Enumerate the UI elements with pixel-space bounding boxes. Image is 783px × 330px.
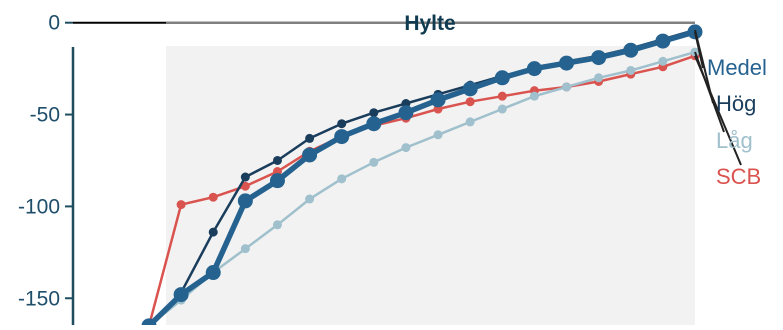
series-point-medel	[205, 265, 221, 281]
y-tick-label: -50	[30, 104, 60, 127]
series-point-medel	[302, 147, 318, 163]
series-point-medel	[398, 105, 414, 121]
series-point-medel	[655, 33, 671, 49]
series-point-h-g	[369, 108, 379, 118]
series-point-scb	[176, 200, 186, 210]
series-point-medel	[430, 92, 446, 108]
series-point-scb	[465, 97, 475, 107]
series-point-scb	[240, 181, 250, 191]
series-point-l-g	[497, 104, 507, 114]
series-point-medel	[269, 173, 285, 189]
series-point-medel	[366, 116, 382, 132]
series-point-scb	[208, 192, 218, 202]
shaded-region	[166, 46, 695, 325]
series-point-medel	[623, 42, 639, 58]
y-tick-label: -150	[18, 287, 60, 310]
series-point-h-g	[337, 119, 347, 129]
series-point-medel	[559, 55, 575, 71]
chart-title: Hylte	[404, 12, 455, 35]
series-point-l-g	[626, 65, 636, 75]
series-point-medel	[526, 61, 542, 77]
series-point-l-g	[594, 73, 604, 83]
y-tick-label: -100	[18, 195, 60, 218]
series-point-l-g	[562, 82, 572, 92]
series-point-medel	[494, 70, 510, 86]
series-point-l-g	[369, 157, 379, 167]
series-point-medel	[462, 81, 478, 97]
legend-leader-medel	[694, 31, 704, 69]
series-point-l-g	[240, 244, 250, 254]
y-tick-label: 0	[48, 12, 60, 35]
series-point-medel	[237, 193, 253, 209]
series-point-h-g	[305, 133, 315, 143]
series-point-l-g	[401, 143, 411, 153]
series-point-h-g	[272, 155, 282, 165]
series-point-h-g	[208, 227, 218, 237]
series-line-l-g	[148, 50, 696, 327]
legend-label-scb: SCB	[716, 164, 761, 189]
series-point-medel	[591, 50, 607, 66]
series-point-h-g	[240, 172, 250, 182]
series-point-l-g	[337, 174, 347, 184]
legend-label-l-g: Låg	[716, 128, 753, 153]
series-point-l-g	[465, 117, 475, 127]
series-point-scb	[497, 91, 507, 101]
series-point-l-g	[305, 194, 315, 204]
series-point-l-g	[433, 130, 443, 140]
series-point-l-g	[529, 91, 539, 101]
legend-label-medel: Medel	[707, 55, 767, 80]
series-point-medel	[334, 129, 350, 145]
series-point-l-g	[658, 56, 668, 66]
legend-label-h-g: Hög	[716, 91, 756, 116]
series-point-medel	[173, 287, 189, 303]
series-point-l-g	[272, 220, 282, 230]
